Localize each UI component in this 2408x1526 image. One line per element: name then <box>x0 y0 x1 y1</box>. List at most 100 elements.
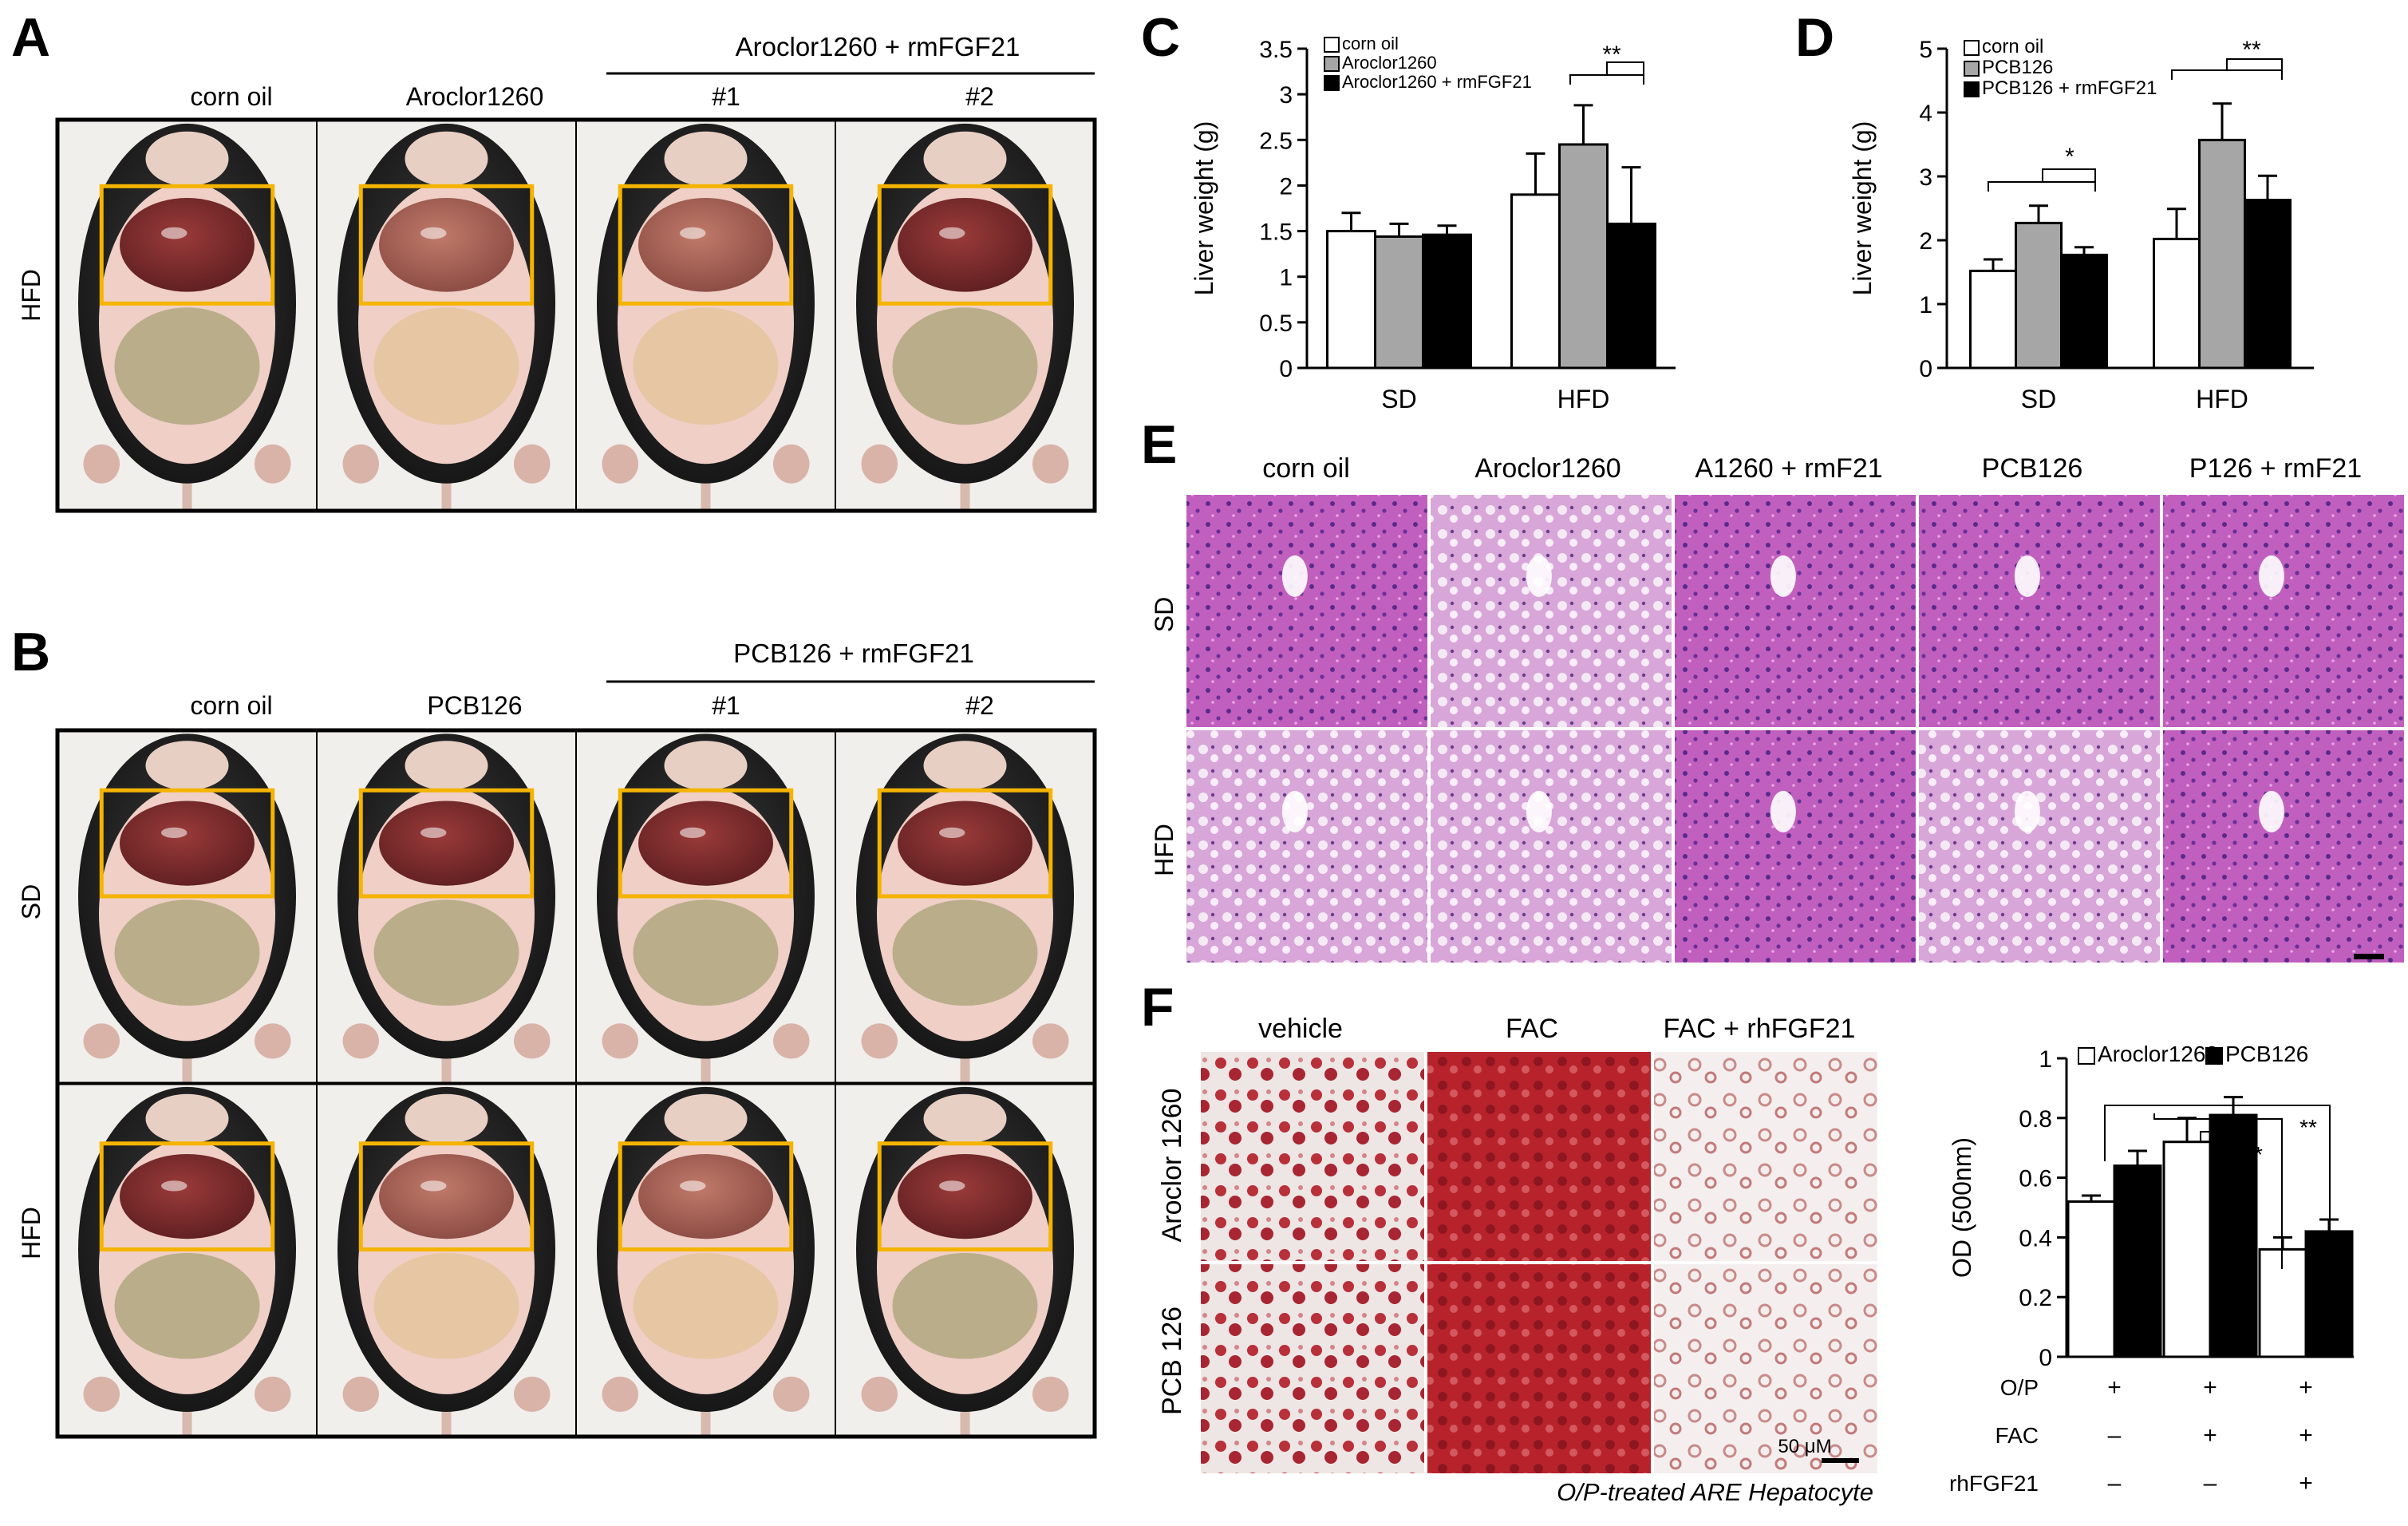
chartC-ytick-label-6: 3 <box>1279 82 1293 109</box>
panel-f-sig-bracket-2 <box>2153 1113 2283 1269</box>
chartD-legend-label-1: corn oil <box>1982 36 2043 57</box>
mouse-photo-3-liver-box <box>618 788 794 899</box>
chartC-legend-label-2: Aroclor1260 <box>1342 53 1437 73</box>
histology-image-9 <box>1919 730 2160 963</box>
chartF-legend-label-1: Aroclor1260 <box>2098 1042 2218 1066</box>
panel-c-sig-label: ** <box>1602 42 1621 68</box>
panel-c-chart: 0 0.5 1 1.5 2 2.5 3 3.5 Liver weight (g) SD HFD cor… <box>1190 34 1676 413</box>
chartC-bar-1-2 <box>1510 193 1561 370</box>
mouse-photo-1-liver-box <box>99 788 275 899</box>
mouse-photo-5-liver-box <box>99 1141 275 1251</box>
panel-c: C 0 0.5 1 1.5 2 2.5 3 3.5 Liver weight (g) SD HFD c… <box>1141 7 1676 413</box>
panel-d-sig-bracket-hfd-upper <box>2226 58 2283 70</box>
chartC-bar-1-1 <box>1326 230 1376 370</box>
chartD-bar-1-2 <box>2153 237 2201 370</box>
panel-f-caption: O/P-treated ARE Hepatocyte <box>1557 1478 1873 1506</box>
histology-image-6 <box>1186 730 1427 963</box>
chartD-ytick-label-1: 1 <box>1919 292 1932 318</box>
panel-b-group-header: PCB126 + rmFGF21 <box>733 638 974 668</box>
panel-b-row-label-sd: SD <box>17 884 45 919</box>
chartD-bar-3-1 <box>2060 253 2108 370</box>
chartD-legend-swatch-3 <box>1964 81 1980 97</box>
chartD-category-2: HFD <box>2196 385 2248 413</box>
panel-a-col-1: corn oil <box>190 82 272 111</box>
treatment-mark-1-1: + <box>2107 1374 2122 1401</box>
panel-e-histology-grid <box>1186 495 2404 963</box>
chartC-legend-swatch-2 <box>1324 56 1340 72</box>
chartC-bar-3-2 <box>1606 222 1656 370</box>
panel-f-row-label-pcb: PCB 126 <box>1157 1307 1187 1415</box>
panel-f-col-1: vehicle <box>1258 1014 1343 1044</box>
chartD-legend-label-3: PCB126 + rmFGF21 <box>1982 77 2157 99</box>
panel-b-photo-grid <box>55 728 1097 1439</box>
chartC-ytick-label-3: 1.5 <box>1259 219 1293 246</box>
histology-image-8 <box>1675 730 1916 963</box>
panel-d-sig-bracket-hfd-lower <box>2171 69 2283 80</box>
chartC-ytick-label-4: 2 <box>1279 173 1293 200</box>
panel-c-sig-bracket-upper <box>1606 61 1644 75</box>
panel-f-sig-bracket-1 <box>2104 1105 2331 1269</box>
chartC-bar-3-1 <box>1422 233 1472 370</box>
chartF-bar-2-1 <box>2113 1164 2162 1358</box>
chartC-bar-2-1 <box>1374 235 1424 370</box>
chartD-bar-1-1 <box>1969 269 2017 370</box>
mouse-photo-7-liver-box <box>618 1141 794 1251</box>
panel-a-col-3: #1 <box>712 82 740 111</box>
chartF-legend: Aroclor1260 PCB126 <box>2078 1042 2308 1066</box>
histology-image-7 <box>1431 730 1672 963</box>
treatment-mark-1-3: + <box>2299 1374 2313 1401</box>
panel-f-row-label-aroclor: Aroclor 1260 <box>1157 1089 1187 1243</box>
chartD-legend-label-2: PCB126 <box>1982 57 2053 78</box>
panel-letter-a: A <box>11 7 50 68</box>
panel-letter-c: C <box>1141 7 1180 68</box>
panel-a-photo-grid <box>55 117 1097 513</box>
chartC-ylabel: Liver weight (g) <box>1190 121 1218 296</box>
panel-c-sig-bracket-lower <box>1569 74 1644 85</box>
panel-e-col-2: Aroclor1260 <box>1474 453 1620 484</box>
mouse-photo-8 <box>835 1083 1095 1437</box>
chartC-category-1: SD <box>1381 385 1416 413</box>
oilred-image-5 <box>1427 1264 1651 1473</box>
mouse-photo-1 <box>57 730 317 1084</box>
treatment-mark-3-3: + <box>2299 1470 2313 1496</box>
panel-b-col-2: PCB126 <box>427 691 522 720</box>
chartC-legend-label-3: Aroclor1260 + rmFGF21 <box>1342 72 1532 92</box>
chartF-ytick-label-3: 0.6 <box>2019 1166 2052 1192</box>
mouse-photo-8-liver-box <box>877 1141 1053 1251</box>
mouse-photo-5 <box>57 1083 317 1437</box>
panel-f-scale-bar-label: 50 μM <box>1778 1436 1831 1457</box>
mouse-photo-2 <box>317 730 576 1084</box>
histology-image-1 <box>1186 495 1427 727</box>
histology-image-3 <box>1675 495 1916 727</box>
chartC-ytick-label-1: 0.5 <box>1259 310 1293 337</box>
mouse-photo-6-liver-box <box>358 1141 535 1251</box>
mouse-photo-7 <box>576 1083 835 1437</box>
panel-b-col-4: #2 <box>965 691 994 720</box>
treatment-mark-3-1: – <box>2108 1470 2122 1496</box>
mouse-photo-2 <box>317 120 576 511</box>
treatment-row-label-1: O/P <box>2000 1375 2039 1400</box>
chartC-ytick-label-5: 2.5 <box>1259 128 1293 154</box>
panel-d-sig-bracket-sd-lower <box>1988 181 2096 192</box>
chartC-ytick-label-0: 0 <box>1279 356 1293 382</box>
mouse-photo-1-liver-box <box>99 184 275 306</box>
panel-letter-b: B <box>11 622 50 682</box>
chartF-ytick-label-2: 0.4 <box>2019 1225 2052 1251</box>
mouse-photo-1 <box>57 120 317 511</box>
panel-a: A Aroclor1260 + rmFGF21 corn oil Aroclor… <box>11 7 1097 513</box>
panel-f: F vehicle FAC FAC + rhFGF21 Aroclor 1260… <box>1141 977 2354 1506</box>
panel-f-oilred-grid <box>1201 1052 1877 1473</box>
chartF-ytick-label-0: 0 <box>2039 1345 2052 1371</box>
panel-f-sig-label-1: ** <box>2245 1142 2263 1167</box>
panel-f-col-2: FAC <box>1506 1014 1558 1044</box>
panel-d-sig-label-hfd: ** <box>2242 37 2261 63</box>
chartC-ytick-label-7: 3.5 <box>1259 37 1293 63</box>
chartF-ytick-label-5: 1 <box>2039 1046 2052 1073</box>
chartD-legend-swatch-1 <box>1964 40 1980 56</box>
chartF-legend-label-2: PCB126 <box>2225 1042 2308 1066</box>
oilred-image-3 <box>1654 1052 1877 1261</box>
